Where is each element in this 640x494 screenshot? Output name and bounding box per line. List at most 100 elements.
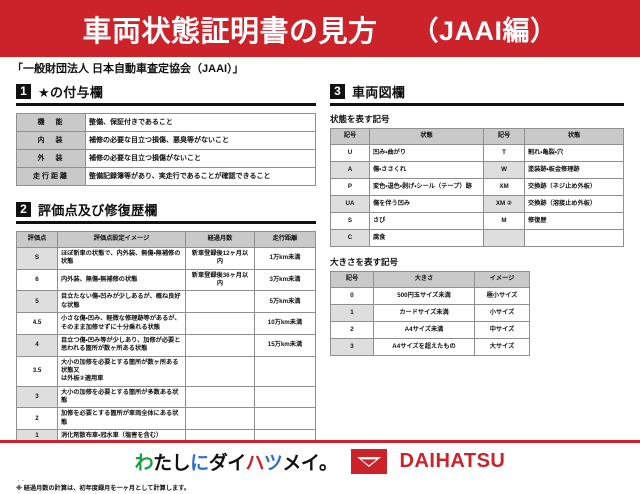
table-row: 外 装 補修の必要な目立つ損傷がないこと [16,149,316,168]
section-1-heading: 1 ★の付与欄 [16,82,316,106]
table-row: 4.5 小さな傷・凹み、軽微な修理跡等があるが、 そのまま加修せずに十分乗れる状態 1… [16,312,316,335]
column-header-score: 評価点 [16,231,58,248]
state-symbols-rows: U 凹み・曲がり T 割れ・亀裂・穴 A 傷・ささくれ W 塗装跡・板金修理跡 P 変色・退色・剥… [330,144,624,247]
state-cell-right: 割れ・亀裂・穴 [524,144,624,162]
months-cell [185,312,255,335]
symbol-cell-left: U [330,144,370,162]
page-title-sub: （JAAI編） [411,16,558,46]
table-row: 3 A4サイズを超えたもの 大サイズ [330,338,530,356]
size-symbols-rows: 0 500円玉サイズ未満 極小サイズ 1 カードサイズ未満 小サイズ 2 A4サイズ未満 中サイ… [330,287,530,356]
size-symbols-caption: 大きさを表す記号 [330,257,399,267]
brand-slogan: わたしにダイハツメイ。 [135,448,338,475]
symbol-cell-left: UA [330,195,370,213]
slogan-char: に [190,452,209,474]
table-row: 4 目立つ傷・凹み等が少しあり、加修が必要と 思われる箇所が数ヶ所ある状態 15万km… [16,333,316,357]
slogan-char: ハ [245,452,264,474]
slogan-char: た [153,452,172,474]
symbol-cell-left: A [330,161,370,179]
table-row: 1 消化剤散布車・冠水車（塩害を含む） [16,429,316,444]
criteria-label: 走行距離 [16,167,86,186]
table-row: 6 内外装、無傷・無補修の状態 新車登録後36ヶ月以内 3万km未満 [16,268,316,292]
size-symbol-cell: 2 [330,321,374,339]
criteria-desc: 整備記録簿等があり、実走行であることが確認できること [85,167,316,186]
size-image-cell: 小サイズ [474,304,530,322]
symbol-cell-right [483,229,525,247]
section-2-title: 評価点及び修復歴欄 [38,203,158,218]
left-column: 1 ★の付与欄 機 能 整備、保証付きであること 内 装 補修の必要な目立つ損傷… [16,82,316,494]
size-symbol-cell: 0 [330,287,374,305]
symbol-cell-right: XM [483,178,525,196]
table-header-row: 評価点 評価点設定イメージ 経過月数 走行距離 [16,231,316,248]
footer-divider [0,440,640,443]
column-header-symbol-right: 記号 [483,128,525,145]
table-row: 2 A4サイズ未満 中サイズ [330,321,530,339]
state-cell-right [524,229,624,247]
table-row: U 凹み・曲がり T 割れ・亀裂・穴 [330,144,624,162]
state-cell-left: 傷を伴う凹み [369,195,484,213]
table-row: S さび M 修復歴 [330,212,624,230]
column-header-state-right: 状態 [524,128,624,145]
table-row: A 傷・ささくれ W 塗装跡・板金修理跡 [330,161,624,179]
table-row: 0 500円玉サイズ未満 極小サイズ [330,287,530,305]
image-cell: 内外装、無傷・無補修の状態 [57,268,186,292]
criteria-label: 内 装 [16,131,86,150]
note-line: ※ 経過月数の計算は、初年度録月を一ヶ月として計算します。 [16,484,190,492]
table-row: 1 カードサイズ未満 小サイズ [330,304,530,322]
size-cell: A4サイズを超えたもの [373,338,475,356]
symbol-cell-right: M [483,212,525,230]
size-cell: A4サイズ未満 [373,321,475,339]
slogan-char: わ [134,452,154,474]
size-symbol-cell: 3 [330,338,374,356]
state-cell-left: 傷・ささくれ [369,161,484,179]
column-header-distance: 走行距離 [254,231,316,248]
image-cell: 目立たない傷・凹みが少しあるが、概ね良好な状態 [57,290,186,314]
size-symbols-table: 記号 大きさ イメージ 0 500円玉サイズ未満 極小サイズ 1 カードサイズ未満 小サイ… [330,271,530,356]
table-row: 機 能 整備、保証付きであること [16,113,316,132]
size-cell: カードサイズ未満 [373,304,475,322]
table-row: C 腐食 [330,229,624,247]
image-cell: ほぼ新車の状態で、内外装、無傷・無補修の状態 [57,247,186,270]
column-header-state-left: 状態 [369,128,484,145]
state-cell-right: 塗装跡・板金修理跡 [524,161,624,179]
state-cell-right: 交換跡（ネジ止め外板） [524,178,624,196]
table-row: 3 大小の加修を必要とする箇所が多数ある状態 [16,385,316,409]
size-image-cell: 中サイズ [474,321,530,339]
symbol-cell-left: S [330,212,370,230]
months-cell: 新車登録後36ヶ月以内 [185,268,255,292]
distance-cell: 15万km未満 [254,333,316,357]
months-cell [185,333,255,357]
column-header-size-symbol: 記号 [330,271,374,288]
criteria-label: 外 装 [16,149,86,168]
state-cell-left: 凹み・曲がり [369,144,484,162]
slogan-char: ツ [263,452,283,474]
criteria-label: 機 能 [16,113,86,132]
distance-cell: 1万km未満 [254,247,316,270]
section-1-number: 1 [16,84,31,99]
table-row: 走行距離 整備記録簿等があり、実走行であることが確認できること [16,167,316,186]
column-header-symbol-left: 記号 [330,128,370,145]
symbol-cell-left: P [330,178,370,196]
criteria-desc: 整備、保証付きであること [85,113,316,132]
evaluation-score-table: 評価点 評価点設定イメージ 経過月数 走行距離 S ほぼ新車の状態で、内外装、無傷… [16,231,316,457]
right-column: 3 車両図欄 状態を表す記号 記号 状態 記号 状態 U 凹み・曲がり T 割れ・亀裂… [330,82,624,356]
months-cell: 新車登録後12ヶ月以内 [185,247,255,270]
state-cell-left: さび [369,212,484,230]
table-row: S ほぼ新車の状態で、内外装、無傷・無補修の状態 新車登録後12ヶ月以内 1万km未満 [16,247,316,270]
slogan-char: 。 [319,452,338,474]
state-symbols-table: 記号 状態 記号 状態 U 凹み・曲がり T 割れ・亀裂・穴 A 傷・ささくれ W 塗装跡・板… [330,128,624,247]
image-cell: 目立つ傷・凹み等が少しあり、加修が必要と 思われる箇所が数ヶ所ある状態 [57,333,186,357]
image-cell: 小さな傷・凹み、軽微な修理跡等があるが、 そのまま加修せずに十分乗れる状態 [57,312,186,335]
symbol-cell-right: T [483,144,525,162]
section-2-heading: 2 評価点及び修復歴欄 [16,200,316,224]
daihatsu-logo-icon [350,449,387,474]
table-row: 内 装 補修の必要な目立つ損傷、悪臭等がないこと [16,131,316,150]
distance-cell: 5万km未満 [254,290,316,314]
months-cell [185,407,255,431]
size-image-cell: 大サイズ [474,338,530,356]
image-cell: 大小の加修を必要とする箇所が多数ある状態 [57,385,186,409]
page-title: 車両状態証明書の見方 （JAAI編） [0,0,640,57]
column-header-size-image: イメージ [474,271,530,288]
evaluation-score-rows: S ほぼ新車の状態で、内外装、無傷・無補修の状態 新車登録後12ヶ月以内 1万km未満… [16,247,316,457]
table-row: UA 傷を伴う凹み XM ② 交換跡（溶接止め外板） [330,195,624,213]
symbol-cell-right: XM ② [483,195,525,213]
